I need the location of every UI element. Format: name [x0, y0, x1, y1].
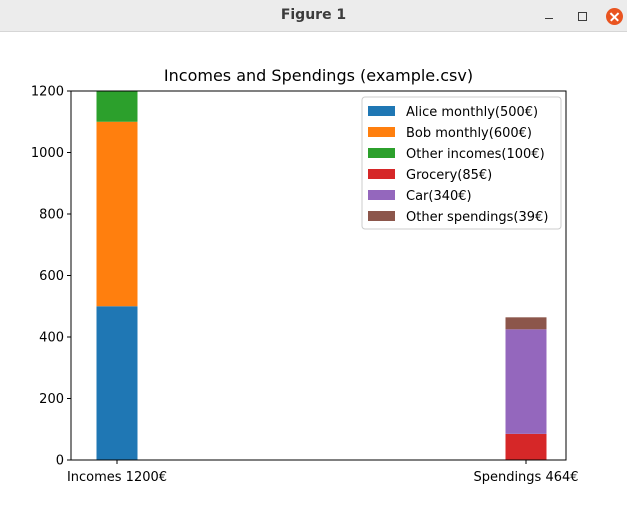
legend-box	[361, 96, 562, 230]
legend-swatch	[368, 211, 395, 221]
legend-swatch	[368, 190, 395, 200]
bar-2-0	[96, 91, 138, 122]
y-tick-label: 1000	[31, 146, 64, 161]
x-tick-label: Spendings 464€	[473, 470, 578, 485]
y-tick-label: 1200	[31, 85, 64, 100]
y-tick-label: 0	[56, 454, 64, 469]
legend-label: Other incomes(100€)	[406, 147, 545, 162]
close-button[interactable]	[604, 6, 624, 26]
close-icon	[605, 7, 623, 25]
legend-label: Alice monthly(500€)	[406, 105, 538, 120]
bar-4-1	[505, 329, 547, 434]
y-tick-label: 200	[39, 392, 64, 407]
legend-swatch	[368, 148, 395, 158]
legend-label: Grocery(85€)	[406, 168, 492, 183]
bar-1-0	[96, 121, 138, 307]
legend-swatch	[368, 106, 395, 116]
legend-label: Bob monthly(600€)	[406, 126, 532, 141]
window-titlebar: Figure 1	[0, 0, 627, 32]
chart-title: Incomes and Spendings (example.csv)	[164, 66, 473, 85]
x-tick-label: Incomes 1200€	[67, 470, 167, 485]
bar-0-0	[96, 306, 138, 460]
legend-label: Car(340€)	[406, 189, 472, 204]
window-title: Figure 1	[280, 7, 347, 23]
bar-3-1	[505, 433, 547, 460]
y-tick-label: 400	[39, 331, 64, 346]
y-tick-label: 800	[39, 208, 64, 223]
minimize-button[interactable]	[539, 6, 559, 26]
legend-swatch	[368, 127, 395, 137]
legend-label: Other spendings(39€)	[406, 210, 548, 225]
legend-swatch	[368, 169, 395, 179]
maximize-button[interactable]	[572, 6, 592, 26]
chart-canvas: Incomes and Spendings (example.csv) 0 200 4…	[31, 66, 579, 485]
minimize-icon	[545, 17, 553, 19]
bar-5-1	[505, 317, 547, 330]
maximize-icon	[577, 11, 587, 21]
y-tick-label: 600	[39, 269, 64, 284]
